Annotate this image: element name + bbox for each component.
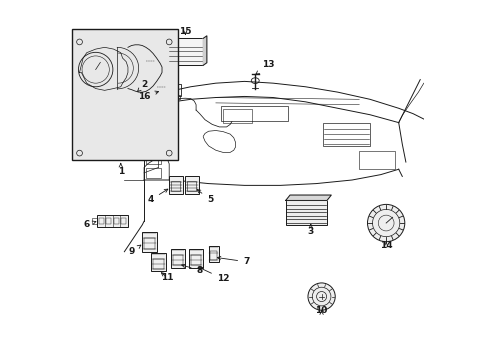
Text: 11: 11	[161, 273, 173, 282]
Text: 2: 2	[137, 81, 147, 91]
Bar	[285, 201, 326, 225]
Polygon shape	[203, 36, 206, 65]
Bar	[144, 238, 155, 249]
Bar	[153, 259, 163, 269]
Polygon shape	[285, 195, 330, 201]
Polygon shape	[167, 39, 203, 65]
FancyBboxPatch shape	[188, 249, 202, 268]
Bar	[121, 218, 126, 225]
Text: 14: 14	[379, 241, 392, 250]
Bar	[187, 181, 196, 191]
Bar	[221, 106, 287, 121]
Text: 8: 8	[182, 264, 203, 275]
Text: 12: 12	[199, 267, 229, 283]
Bar	[145, 168, 161, 178]
Bar	[175, 95, 180, 99]
Bar	[359, 151, 394, 169]
FancyBboxPatch shape	[185, 176, 199, 194]
Circle shape	[367, 204, 404, 242]
FancyBboxPatch shape	[151, 253, 165, 271]
Bar	[99, 218, 103, 225]
Bar	[190, 255, 201, 265]
Text: 6: 6	[83, 220, 96, 229]
Bar	[113, 218, 119, 225]
Bar	[106, 218, 111, 225]
Text: 9: 9	[128, 245, 141, 256]
Bar	[166, 84, 180, 96]
FancyBboxPatch shape	[171, 249, 184, 268]
Text: 5: 5	[197, 189, 213, 204]
Bar	[210, 251, 217, 260]
Bar	[323, 123, 369, 146]
Bar	[171, 181, 180, 191]
Text: 7: 7	[217, 256, 249, 266]
FancyBboxPatch shape	[142, 232, 156, 252]
Text: 3: 3	[307, 225, 313, 237]
Text: 10: 10	[315, 306, 327, 315]
Bar	[172, 255, 183, 265]
Bar	[145, 154, 161, 164]
Text: 15: 15	[179, 27, 191, 36]
Bar	[223, 109, 251, 123]
FancyBboxPatch shape	[169, 176, 183, 194]
FancyBboxPatch shape	[208, 246, 218, 262]
Bar	[92, 218, 97, 224]
Text: 4: 4	[147, 189, 167, 204]
Text: 1: 1	[118, 163, 123, 176]
Bar	[166, 95, 174, 99]
Text: 16: 16	[138, 91, 158, 101]
Bar	[72, 30, 178, 160]
Bar	[97, 215, 128, 226]
Circle shape	[307, 283, 335, 310]
Bar	[162, 85, 166, 95]
Text: 13: 13	[255, 60, 273, 74]
